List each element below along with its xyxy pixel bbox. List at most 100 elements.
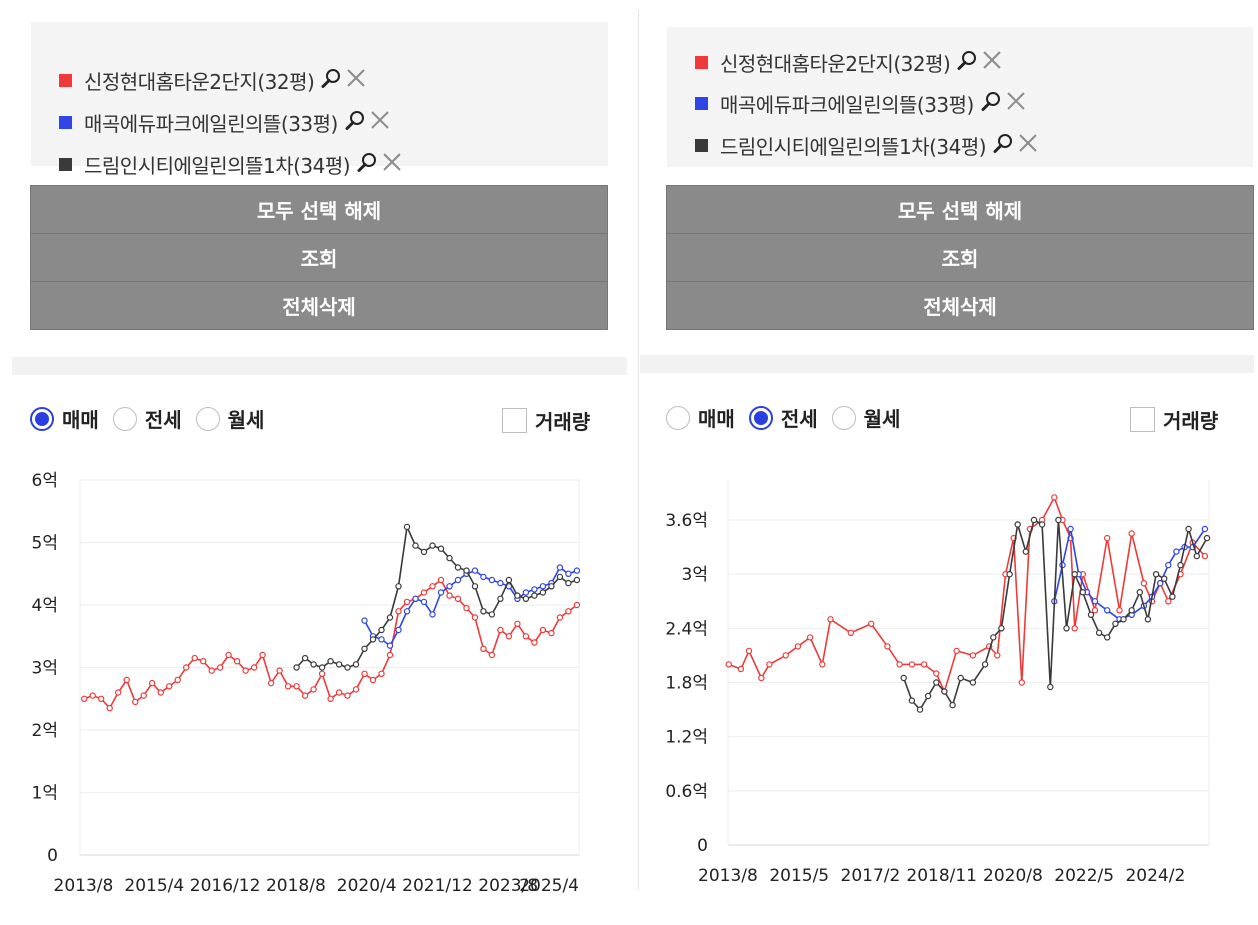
magnifier-icon[interactable]	[956, 49, 978, 76]
data-point	[412, 595, 419, 602]
data-point	[199, 657, 207, 665]
data-point	[369, 636, 377, 643]
x-tick-label: 2022/5	[1054, 866, 1114, 886]
legend-item: 매곡에듀파크에일린의뜰(33평)	[59, 107, 390, 137]
radio-jeonse[interactable]: 전세	[112, 404, 182, 433]
data-point	[446, 592, 453, 599]
data-point	[981, 661, 989, 668]
data-point	[737, 665, 745, 673]
y-tick-label: 1.8억	[665, 674, 708, 694]
data-point	[1104, 607, 1111, 614]
data-point	[437, 576, 445, 584]
data-point	[725, 661, 732, 668]
y-tick-label: 3억	[32, 659, 58, 679]
data-point	[1185, 525, 1192, 533]
data-point	[361, 645, 368, 652]
legend-box: 신정현대홈타운2단지(32평) 매곡에듀파크에일린의뜰(33평) 드림인시티에일…	[31, 22, 608, 178]
legend-label: 드림인시티에일린의뜰1차(34평)	[84, 153, 351, 178]
data-point	[1063, 625, 1070, 632]
data-point	[548, 583, 555, 590]
magnifier-icon[interactable]	[356, 151, 378, 178]
radio-button[interactable]	[831, 405, 856, 430]
data-point	[1071, 570, 1078, 578]
search-button[interactable]: 조회	[30, 233, 608, 282]
radio-sale[interactable]: 매매	[666, 403, 735, 432]
data-point	[1152, 570, 1160, 578]
data-point	[1091, 598, 1099, 605]
delete-all-button[interactable]: 전체삭제	[666, 281, 1254, 330]
data-point	[1047, 683, 1054, 691]
deselect-all-button[interactable]: 모두 선택 해제	[30, 185, 608, 234]
data-point	[335, 661, 343, 668]
data-point	[758, 674, 765, 682]
radio-button[interactable]	[112, 406, 137, 431]
radio-sale[interactable]: 매매	[30, 404, 99, 433]
data-point	[827, 616, 834, 623]
radio-monthly[interactable]: 월세	[831, 403, 900, 432]
magnifier-icon[interactable]	[980, 90, 1002, 117]
close-icon[interactable]	[1006, 91, 1026, 116]
data-point	[539, 626, 547, 634]
volume-toggle[interactable]: 거래량	[502, 406, 590, 435]
data-point	[233, 657, 241, 665]
data-point	[361, 617, 368, 624]
close-icon[interactable]	[346, 68, 366, 93]
deselect-all-button[interactable]: 모두 선택 해제	[666, 185, 1254, 234]
data-point	[514, 620, 521, 627]
data-point	[1087, 611, 1095, 618]
data-point	[437, 545, 445, 552]
search-button[interactable]: 조회	[666, 233, 1254, 282]
data-point	[344, 664, 351, 671]
x-tick-label: 2020/8	[983, 866, 1043, 886]
data-point	[1193, 552, 1201, 560]
data-point	[97, 695, 105, 702]
data-point	[471, 567, 479, 574]
data-point	[933, 679, 940, 686]
data-point	[556, 614, 564, 621]
y-tick-label: 5억	[32, 534, 58, 554]
x-axis: 2013/8 2015/5 2017/2 2018/11 2020/8 2022/5 202…	[698, 866, 1185, 886]
data-point	[1055, 516, 1062, 524]
data-point	[446, 554, 453, 562]
radio-button[interactable]	[30, 406, 54, 431]
magnifier-icon[interactable]	[344, 109, 366, 136]
data-point	[1120, 616, 1127, 623]
radio-label: 전세	[780, 407, 818, 431]
radio-label: 매매	[698, 407, 735, 431]
radio-button[interactable]	[195, 406, 220, 431]
x-tick-label: 2013/8	[54, 876, 114, 896]
series-0	[80, 576, 581, 712]
data-point	[395, 608, 402, 615]
data-point	[1030, 516, 1038, 524]
radio-jeonse[interactable]: 전세	[748, 403, 818, 432]
legend-item: 매곡에듀파크에일린의뜰(33평)	[695, 88, 1026, 118]
close-icon[interactable]	[370, 110, 390, 135]
close-icon[interactable]	[1018, 133, 1038, 158]
y-tick-label: 4억	[32, 596, 58, 616]
series-0	[725, 494, 1209, 695]
x-tick-label: 2013/8	[698, 866, 758, 886]
magnifier-icon[interactable]	[320, 67, 342, 94]
data-point	[318, 664, 326, 671]
close-icon[interactable]	[382, 152, 402, 177]
volume-toggle[interactable]: 거래량	[1130, 405, 1218, 434]
data-point	[284, 683, 292, 690]
data-point	[969, 652, 977, 659]
radio-button[interactable]	[666, 405, 690, 430]
close-icon[interactable]	[982, 50, 1002, 75]
volume-checkbox[interactable]	[1130, 407, 1155, 432]
delete-all-button[interactable]: 전체삭제	[30, 281, 608, 330]
data-point	[1095, 629, 1103, 636]
data-point	[933, 670, 940, 677]
volume-checkbox[interactable]	[502, 408, 527, 433]
x-axis: 2013/8 2015/4 2016/12 2018/8 2020/4 2021/12 20…	[54, 876, 579, 896]
magnifier-icon[interactable]	[992, 132, 1014, 159]
data-point	[990, 634, 997, 641]
data-point	[454, 576, 462, 584]
radio-button[interactable]	[748, 405, 773, 430]
radio-monthly[interactable]: 월세	[195, 404, 264, 433]
legend-item: 드림인시티에일린의뜰1차(34평)	[59, 149, 402, 179]
gridlines	[79, 479, 580, 856]
data-point	[386, 651, 394, 659]
data-point	[745, 647, 753, 655]
